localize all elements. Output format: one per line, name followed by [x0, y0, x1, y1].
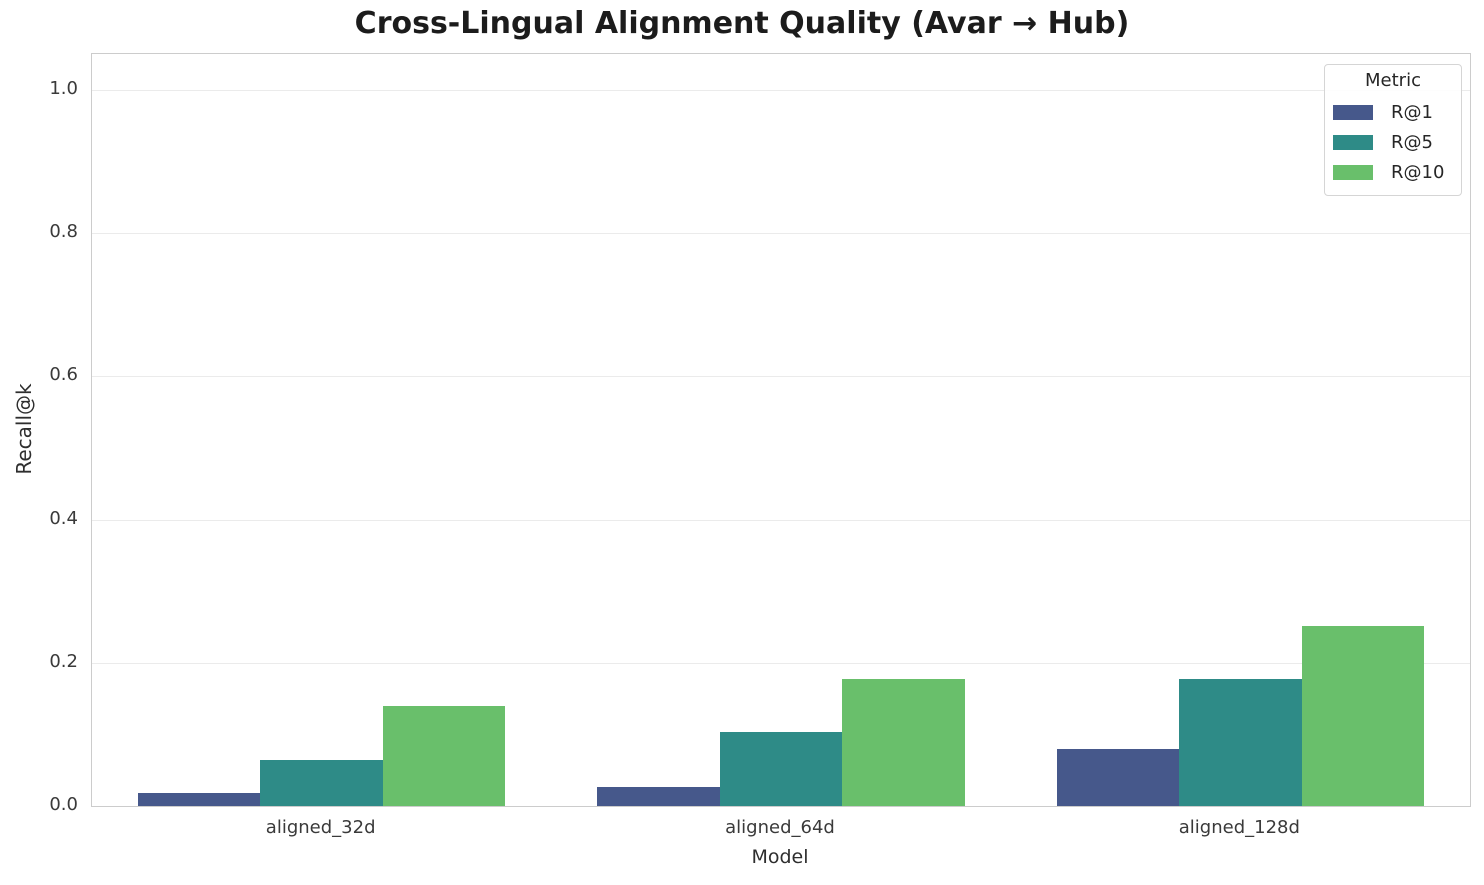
x-tick-label-aligned_32d: aligned_32d: [265, 817, 376, 838]
legend-swatch-R@10: [1333, 164, 1373, 180]
y-tick-label-0.2: 0.2: [49, 650, 78, 672]
bar-aligned_128d-R@5: [1179, 678, 1302, 806]
bar-aligned_32d-R@5: [260, 760, 383, 806]
bar-aligned_64d-R@1: [597, 786, 720, 806]
x-tick-label-aligned_128d: aligned_128d: [1178, 817, 1300, 838]
legend-item-R@10: R@10: [1325, 157, 1461, 187]
legend-swatch-R@1: [1333, 104, 1373, 120]
y-axis-label: Recall@k: [12, 383, 36, 475]
y-tick-label-0.6: 0.6: [49, 364, 78, 386]
legend-swatch-R@5: [1333, 134, 1373, 150]
legend-items: R@1 R@5 R@10: [1325, 97, 1461, 187]
legend-title: Metric: [1365, 70, 1421, 91]
y-tick-label-0.4: 0.4: [49, 507, 78, 529]
y-tick-label-0.0: 0.0: [49, 794, 78, 815]
legend-label-R@5: R@5: [1391, 131, 1433, 153]
legend-label-R@10: R@10: [1391, 161, 1445, 183]
gridline-y-1.0: [92, 89, 1470, 91]
bar-aligned_32d-R@10: [382, 706, 506, 806]
gridline-y-0.4: [92, 519, 1470, 521]
x-tick-label-aligned_64d: aligned_64d: [725, 817, 835, 838]
gridline-y-0.8: [92, 233, 1470, 235]
gridline-y-0.6: [92, 376, 1470, 378]
bar-aligned_64d-R@10: [842, 678, 965, 806]
gridline-y-0.2: [92, 662, 1470, 664]
chart-title: Cross-Lingual Alignment Quality (Avar → …: [354, 6, 1130, 41]
legend-item-R@1: R@1: [1325, 97, 1461, 127]
legend-item-R@5: R@5: [1325, 127, 1461, 157]
bar-aligned_64d-R@5: [719, 731, 843, 806]
x-axis-label: Model: [751, 846, 809, 868]
legend: Metric R@1 R@5 R@10: [1324, 64, 1462, 196]
legend-label-R@1: R@1: [1391, 101, 1433, 123]
bar-aligned_128d-R@1: [1056, 748, 1180, 806]
y-tick-label-0.8: 0.8: [49, 221, 78, 243]
plot-area: [91, 53, 1471, 807]
bar-aligned_128d-R@10: [1301, 625, 1425, 806]
bar-aligned_32d-R@1: [137, 793, 261, 806]
y-tick-label-1.0: 1.0: [49, 77, 78, 99]
